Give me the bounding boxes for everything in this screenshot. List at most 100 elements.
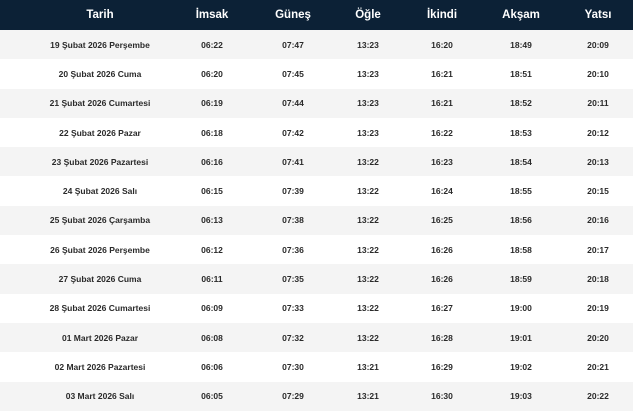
time-cell: 13:21	[357, 391, 379, 402]
time-cell: 07:41	[282, 156, 304, 167]
time-cell: 20:12	[587, 127, 609, 138]
time-cell: 13:23	[357, 98, 379, 109]
time-cell: 18:59	[510, 274, 532, 285]
table-row: 28 Şubat 2026 Cumartesi 06:09 07:33 13:22 16…	[0, 294, 633, 323]
time-cell: 07:35	[282, 274, 304, 285]
time-cell: 20:16	[587, 215, 609, 226]
time-cell: 07:44	[282, 98, 304, 109]
column-header: İmsak	[195, 9, 229, 21]
time-cell: 16:26	[431, 244, 453, 255]
time-cell: 07:32	[282, 332, 304, 343]
time-cell: 13:21	[357, 361, 379, 372]
time-cell: 20:22	[587, 391, 609, 402]
table-row: 22 Şubat 2026 Pazar 06:18 07:42 13:23 16:22 1…	[0, 118, 633, 147]
time-cell: 20:18	[587, 274, 609, 285]
time-cell: 13:23	[357, 68, 379, 79]
time-cell: 19:00	[510, 303, 532, 314]
time-cell: 18:58	[510, 244, 532, 255]
time-cell: 13:23	[357, 39, 379, 50]
time-cell: 20:09	[587, 39, 609, 50]
time-cell: 18:56	[510, 215, 532, 226]
table-row: 23 Şubat 2026 Pazartesi 06:16 07:41 13:22 16…	[0, 147, 633, 177]
time-cell: 06:13	[201, 215, 223, 226]
time-cell: 18:49	[510, 39, 532, 50]
date-cell: 24 Şubat 2026 Salı	[62, 186, 138, 197]
time-cell: 16:30	[431, 391, 453, 402]
time-cell: 16:24	[431, 186, 453, 197]
time-cell: 19:03	[510, 391, 532, 402]
time-cell: 07:47	[282, 39, 304, 50]
time-cell: 20:20	[587, 332, 609, 343]
time-cell: 16:27	[431, 303, 453, 314]
date-cell: 23 Şubat 2026 Pazartesi	[51, 156, 149, 167]
date-cell: 21 Şubat 2026 Cumartesi	[49, 98, 151, 109]
table-row: 01 Mart 2026 Pazar 06:08 07:32 13:22 16:28 19…	[0, 322, 633, 353]
date-cell: 25 Şubat 2026 Çarşamba	[49, 215, 151, 226]
table-row: 27 Şubat 2026 Cuma 06:11 07:35 13:22 16:26 18…	[0, 264, 633, 294]
time-cell: 06:06	[201, 361, 223, 372]
time-cell: 07:29	[282, 391, 304, 402]
time-cell: 06:20	[201, 68, 223, 79]
time-cell: 06:19	[201, 98, 223, 109]
column-header: Güneş	[275, 9, 311, 21]
time-cell: 06:12	[201, 244, 223, 255]
column-header: Akşam	[502, 9, 540, 21]
time-cell: 06:09	[201, 303, 223, 314]
table-body: 19 Şubat 2026 Perşembe 06:22 07:47 13:23 16:…	[0, 30, 633, 411]
time-cell: 16:26	[431, 274, 453, 285]
time-cell: 16:23	[431, 156, 453, 167]
time-cell: 07:38	[282, 215, 304, 226]
date-cell: 03 Mart 2026 Salı	[65, 391, 135, 402]
time-cell: 06:16	[201, 156, 223, 167]
table-row: 24 Şubat 2026 Salı 06:15 07:39 13:22 16:24 18…	[0, 176, 633, 205]
time-cell: 18:55	[510, 186, 532, 197]
time-cell: 06:22	[201, 39, 223, 50]
time-cell: 06:05	[201, 391, 223, 402]
date-cell: 02 Mart 2026 Pazartesi	[54, 361, 146, 372]
time-cell: 16:20	[431, 39, 453, 50]
time-cell: 06:15	[201, 186, 223, 197]
table-row: 20 Şubat 2026 Cuma 06:20 07:45 13:23 16:21 18…	[0, 59, 633, 88]
time-cell: 16:22	[431, 127, 453, 138]
time-cell: 06:11	[201, 274, 223, 285]
time-cell: 19:01	[510, 332, 532, 343]
column-header: İkindi	[426, 9, 458, 21]
time-cell: 07:33	[282, 303, 304, 314]
time-cell: 13:22	[357, 332, 379, 343]
time-cell: 07:36	[282, 244, 304, 255]
time-cell: 20:17	[587, 244, 609, 255]
table-row: 03 Mart 2026 Salı 06:05 07:29 13:21 16:30 19:…	[0, 381, 633, 411]
time-cell: 16:29	[431, 361, 453, 372]
time-cell: 20:13	[587, 156, 609, 167]
table-row: 25 Şubat 2026 Çarşamba 06:13 07:38 13:22 16:…	[0, 205, 633, 236]
time-cell: 13:22	[357, 186, 379, 197]
column-header: Tarih	[86, 9, 114, 21]
time-cell: 06:08	[201, 332, 223, 343]
time-cell: 20:11	[587, 98, 609, 109]
date-cell: 01 Mart 2026 Pazar	[61, 332, 139, 343]
date-cell: 20 Şubat 2026 Cuma	[58, 68, 142, 79]
time-cell: 07:39	[282, 186, 304, 197]
time-cell: 13:22	[357, 303, 379, 314]
time-cell: 13:22	[357, 215, 379, 226]
time-cell: 16:21	[431, 68, 453, 79]
time-cell: 16:28	[431, 332, 453, 343]
date-cell: 26 Şubat 2026 Perşembe	[50, 244, 150, 255]
time-cell: 16:21	[431, 98, 453, 109]
time-cell: 18:53	[510, 127, 532, 138]
time-cell: 07:45	[282, 68, 304, 79]
date-cell: 22 Şubat 2026 Pazar	[59, 127, 141, 138]
time-cell: 07:30	[282, 361, 304, 372]
date-cell: 27 Şubat 2026 Cuma	[58, 274, 142, 285]
time-cell: 18:54	[510, 156, 532, 167]
date-cell: 28 Şubat 2026 Cumartesi	[49, 303, 151, 314]
table-header: Tarih İmsak Güneş Öğle İkindi Akşam Yatsı	[0, 0, 633, 30]
time-cell: 18:52	[510, 98, 532, 109]
time-cell: 06:18	[201, 127, 223, 138]
time-cell: 20:19	[587, 303, 609, 314]
time-cell: 18:51	[510, 68, 532, 79]
time-cell: 19:02	[510, 361, 532, 372]
time-cell: 13:22	[357, 156, 379, 167]
time-cell: 07:42	[282, 127, 304, 138]
